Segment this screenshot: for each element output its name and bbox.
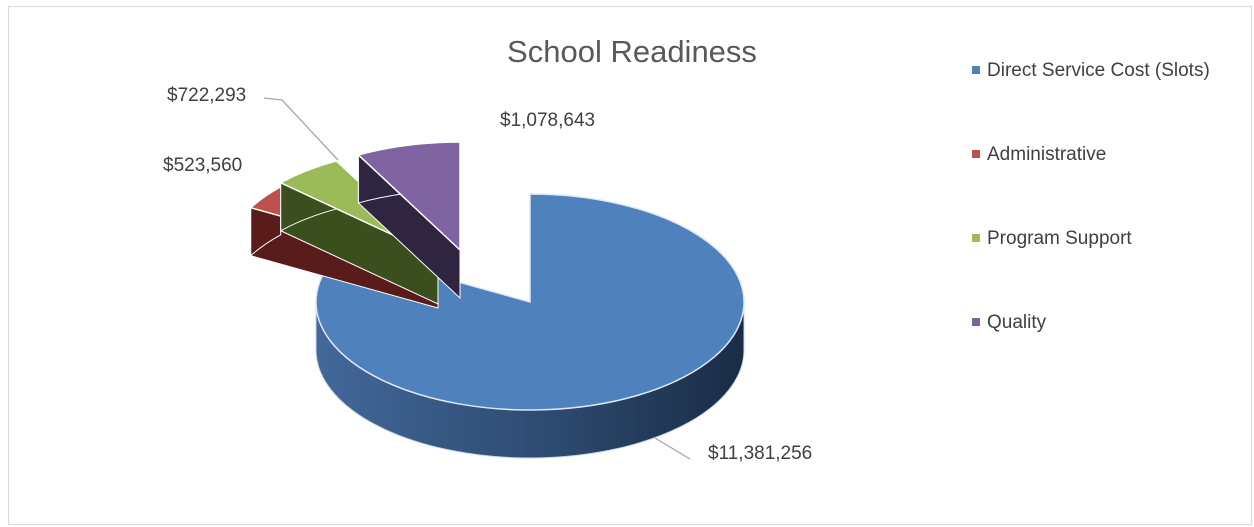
- legend-label-program-support: Program Support: [987, 228, 1132, 249]
- legend-label-direct-service-cost-slots: Direct Service Cost (Slots): [987, 60, 1210, 81]
- slice-direct-service-cost-slots: [315, 193, 745, 411]
- slice-quality: [356, 141, 461, 252]
- legend-swatch-program-support: [972, 234, 980, 242]
- chart-title: School Readiness: [507, 34, 757, 69]
- legend-label-administrative: Administrative: [987, 144, 1106, 165]
- pie-slices: [249, 141, 745, 459]
- data-label-program-support: $722,293: [167, 85, 246, 106]
- legend: Direct Service Cost (Slots) Administrativ…: [972, 60, 1210, 333]
- legend-swatch-quality: [972, 318, 980, 326]
- data-label-direct-service-cost-slots: $11,381,256: [708, 443, 812, 464]
- legend-swatch-direct-service-cost-slots: [972, 66, 980, 74]
- data-labels: $11,381,256 $523,560 $722,293 $1,078,643: [163, 85, 812, 464]
- data-label-quality: $1,078,643: [500, 110, 595, 131]
- legend-swatch-administrative: [972, 150, 980, 158]
- leader-line-direct-service-cost-slots: [654, 437, 691, 460]
- leader-line-program-support: [263, 97, 339, 161]
- legend-label-quality: Quality: [987, 312, 1047, 333]
- data-label-administrative: $523,560: [163, 155, 242, 176]
